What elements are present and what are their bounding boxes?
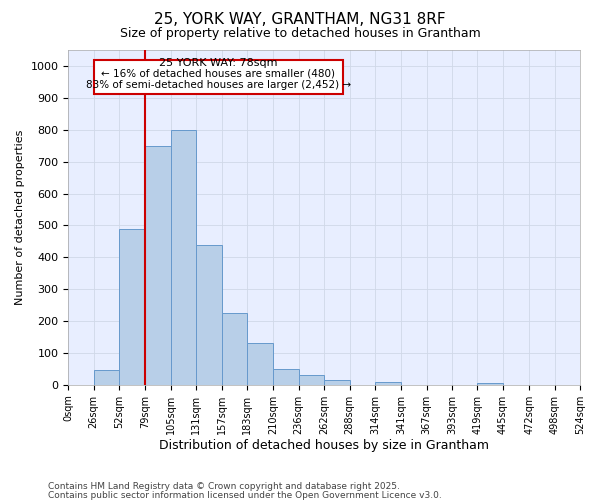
Text: 25, YORK WAY, GRANTHAM, NG31 8RF: 25, YORK WAY, GRANTHAM, NG31 8RF bbox=[154, 12, 446, 28]
Bar bbox=[299, 376, 324, 385]
Bar bbox=[119, 228, 145, 385]
Bar bbox=[145, 146, 171, 385]
Bar bbox=[221, 313, 247, 385]
Text: 83% of semi-detached houses are larger (2,452) →: 83% of semi-detached houses are larger (… bbox=[86, 80, 351, 90]
Bar bbox=[171, 130, 196, 385]
Bar bbox=[247, 344, 274, 385]
Bar bbox=[94, 60, 343, 94]
Bar bbox=[478, 382, 503, 385]
Bar bbox=[196, 244, 221, 385]
Y-axis label: Number of detached properties: Number of detached properties bbox=[15, 130, 25, 305]
Bar bbox=[324, 380, 350, 385]
Bar bbox=[375, 382, 401, 385]
Text: Contains HM Land Registry data © Crown copyright and database right 2025.: Contains HM Land Registry data © Crown c… bbox=[48, 482, 400, 491]
Text: Contains public sector information licensed under the Open Government Licence v3: Contains public sector information licen… bbox=[48, 490, 442, 500]
Text: Size of property relative to detached houses in Grantham: Size of property relative to detached ho… bbox=[119, 28, 481, 40]
Bar bbox=[274, 369, 299, 385]
X-axis label: Distribution of detached houses by size in Grantham: Distribution of detached houses by size … bbox=[159, 440, 489, 452]
Text: 25 YORK WAY: 78sqm: 25 YORK WAY: 78sqm bbox=[159, 58, 277, 68]
Bar bbox=[94, 370, 119, 385]
Text: ← 16% of detached houses are smaller (480): ← 16% of detached houses are smaller (48… bbox=[101, 68, 335, 78]
